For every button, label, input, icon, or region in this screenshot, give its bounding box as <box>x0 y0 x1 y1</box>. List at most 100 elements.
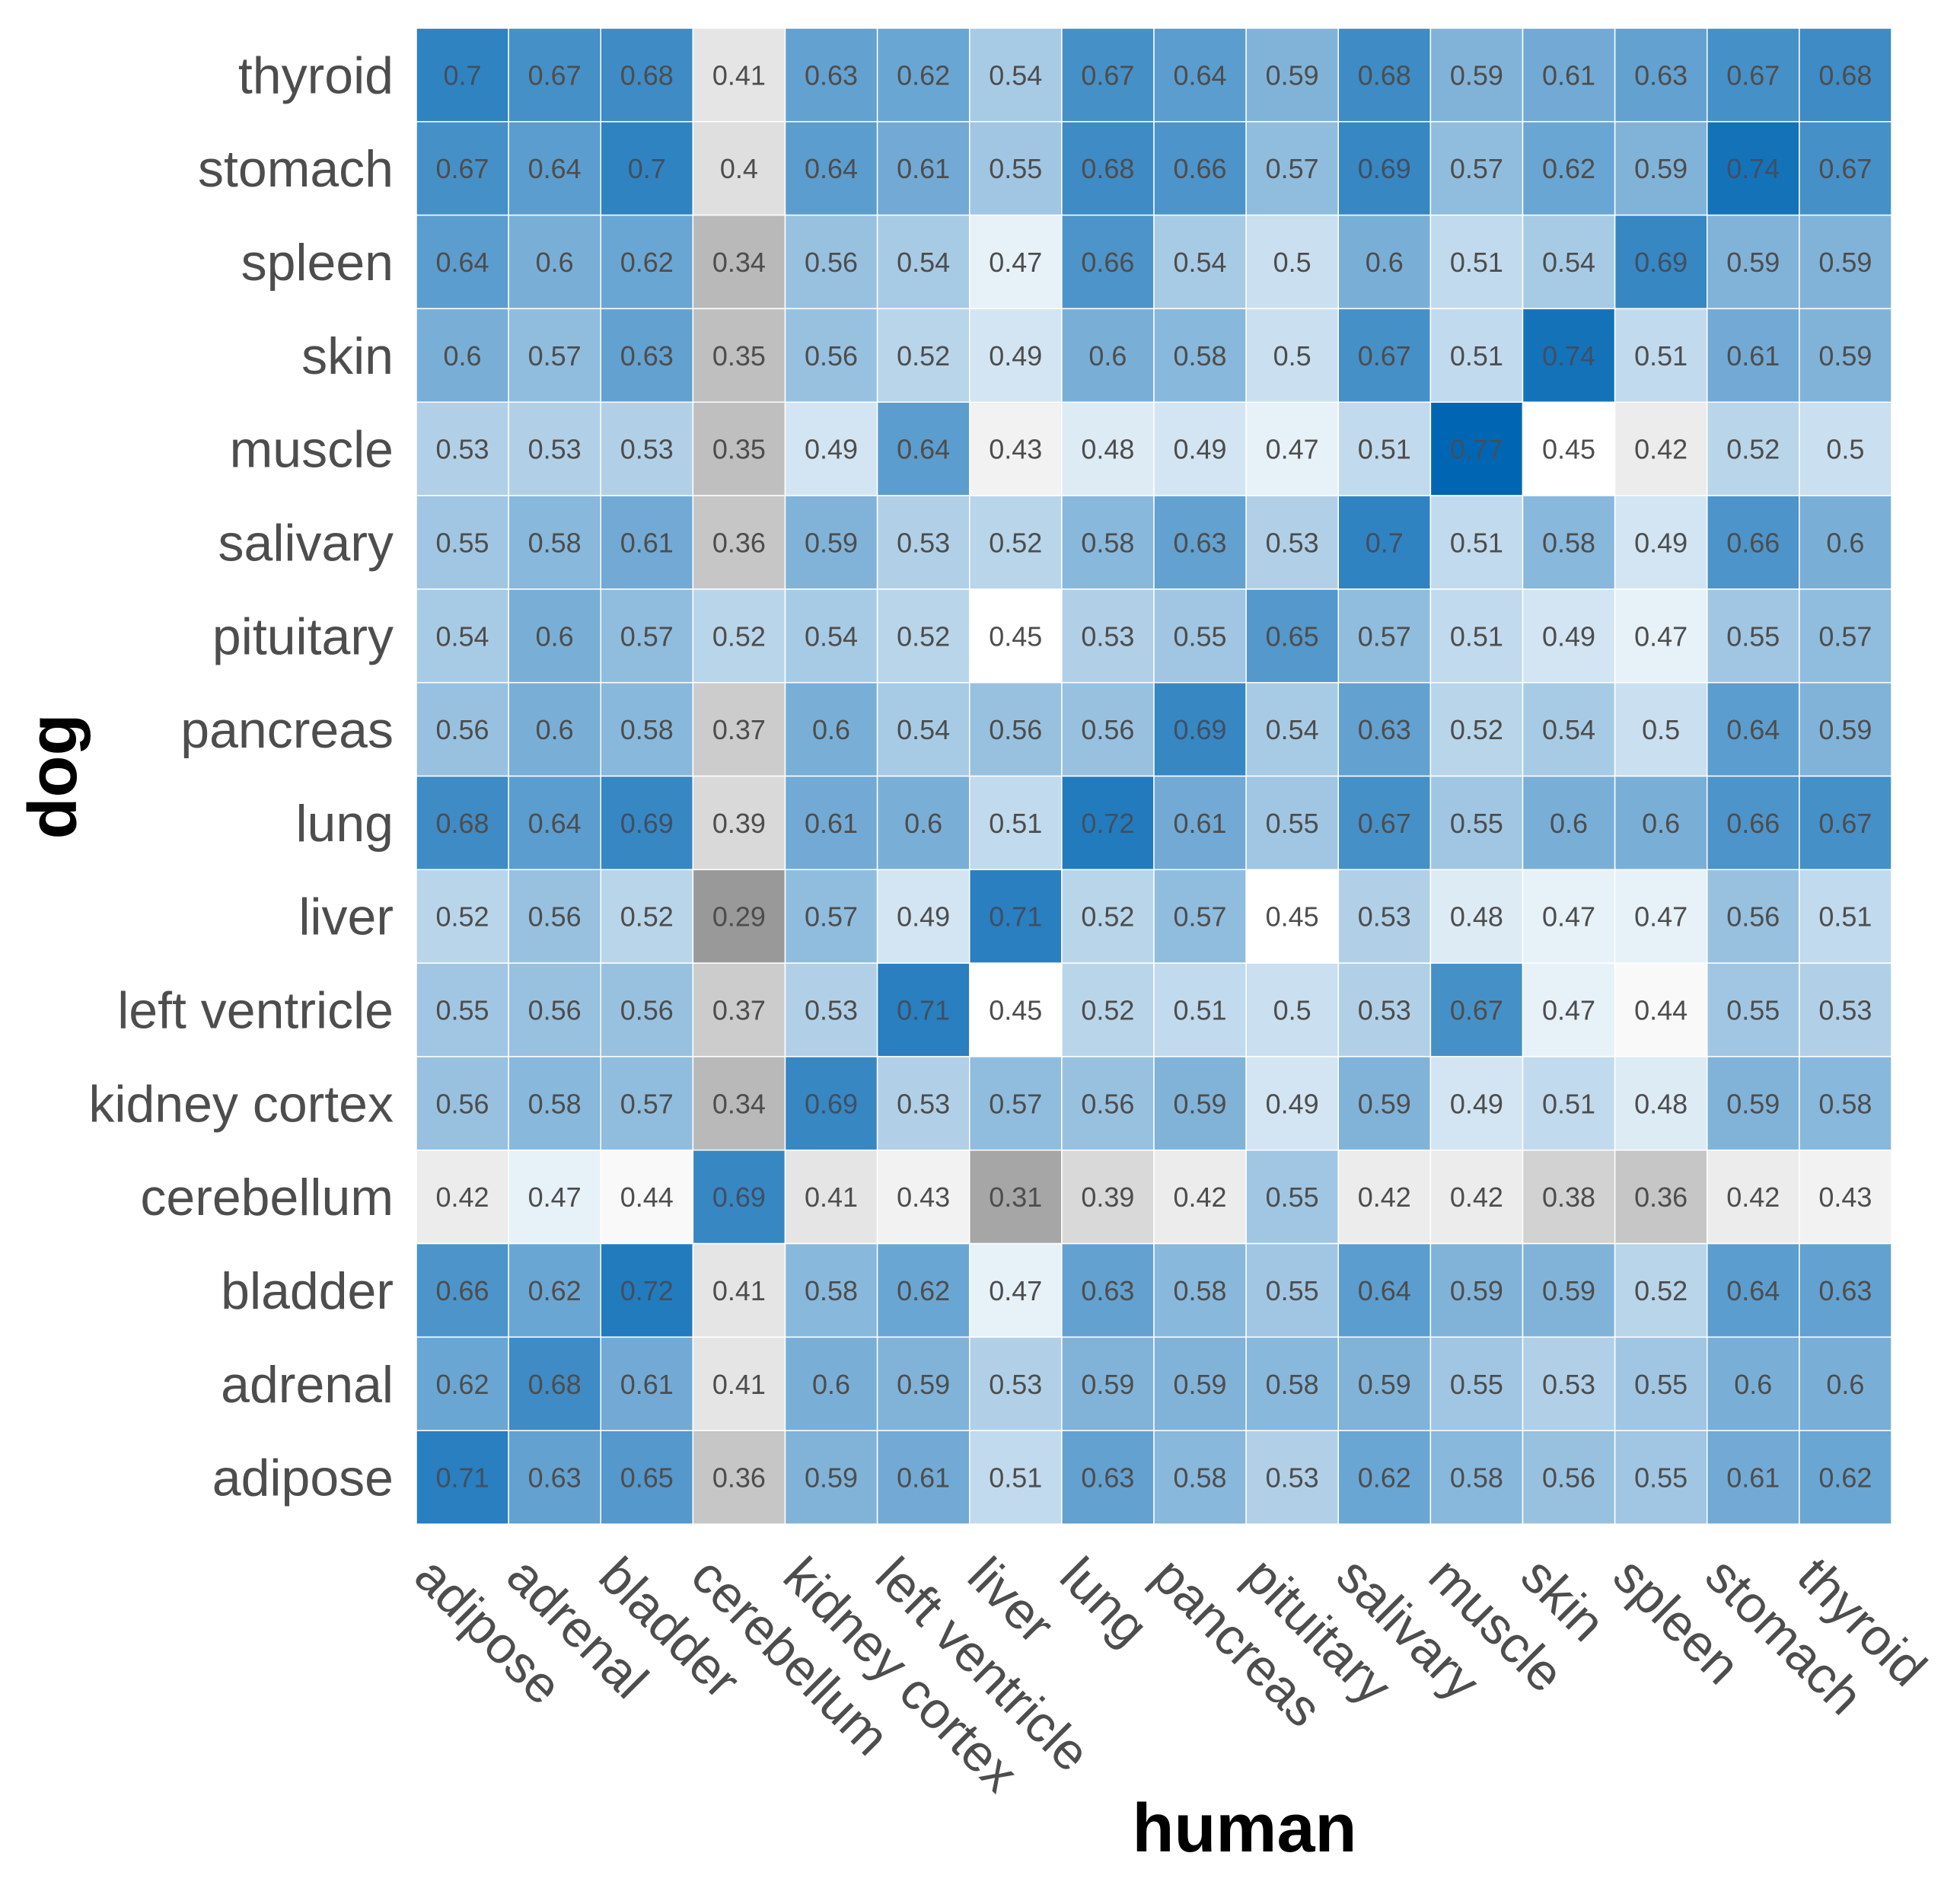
heatmap-cell-value: 0.48 <box>1634 1088 1688 1119</box>
heatmap-cell-salivary-kidney-cortex <box>784 495 878 590</box>
heatmap-cell-kidney-cortex-liver <box>969 1056 1063 1151</box>
heatmap-cell-pancreas-pancreas <box>1153 681 1247 777</box>
y-tick-label-bladder: bladder <box>221 1262 394 1320</box>
heatmap-cell-lung-pituitary <box>1245 775 1340 871</box>
heatmap-cell-stomach-pancreas <box>1153 121 1247 216</box>
heatmap-cell-value: 0.7 <box>444 59 482 91</box>
heatmap-cell-value: 0.67 <box>528 59 582 91</box>
heatmap-cell-salivary-liver <box>969 495 1063 590</box>
heatmap-cell-value: 0.61 <box>1174 808 1227 839</box>
heatmap-cell-adipose-pituitary <box>1245 1430 1340 1525</box>
heatmap-cell-value: 0.67 <box>1726 59 1780 91</box>
heatmap-cell-bladder-cerebellum <box>692 1242 786 1338</box>
heatmap-cell-value: 0.68 <box>1081 153 1134 184</box>
heatmap-cell-value: 0.57 <box>989 1088 1042 1119</box>
heatmap-cell-value: 0.57 <box>805 901 858 933</box>
heatmap-cell-adipose-cerebellum <box>692 1430 786 1525</box>
heatmap-cell-value: 0.51 <box>989 1462 1042 1494</box>
heatmap-cell-value: 0.61 <box>1542 59 1595 91</box>
heatmap-cell-value: 0.64 <box>1358 1275 1411 1306</box>
heatmap-cell-value: 0.59 <box>1450 59 1503 91</box>
heatmap-cell-bladder-muscle <box>1429 1242 1524 1338</box>
heatmap-cell-value: 0.58 <box>1266 1369 1319 1400</box>
heatmap-cell-skin-left-ventricle <box>876 308 970 403</box>
heatmap-cell-left-ventricle-bladder <box>600 962 694 1057</box>
heatmap-cell-bladder-stomach <box>1707 1242 1800 1338</box>
heatmap-cell-bladder-pituitary <box>1245 1242 1340 1338</box>
y-tick-label-adrenal: adrenal <box>221 1356 394 1414</box>
heatmap-cell-value: 0.51 <box>1818 901 1872 933</box>
y-tick-label-thyroid: thyroid <box>238 46 394 104</box>
heatmap-cell-value: 0.53 <box>1266 527 1319 558</box>
heatmap-cell-value: 0.41 <box>712 1369 766 1400</box>
heatmap-cell-value: 0.42 <box>1634 434 1688 465</box>
heatmap-cell-salivary-adipose <box>416 495 509 590</box>
y-tick-label-stomach: stomach <box>198 140 394 198</box>
heatmap-cell-value: 0.55 <box>1266 1275 1319 1306</box>
heatmap-cell-value: 0.61 <box>897 1462 950 1494</box>
heatmap-cell-value: 0.36 <box>1634 1182 1688 1213</box>
heatmap-cell-value: 0.55 <box>1266 808 1319 839</box>
heatmap-cell-value: 0.55 <box>1450 1369 1503 1400</box>
heatmap-cell-value: 0.58 <box>528 1088 582 1119</box>
heatmap-cell-value: 0.51 <box>1450 340 1503 372</box>
heatmap-cell-value: 0.47 <box>1634 620 1688 652</box>
heatmap-cell-value: 0.53 <box>1818 995 1872 1026</box>
heatmap-cell-lung-salivary <box>1337 775 1432 871</box>
heatmap-cell-value: 0.7 <box>628 153 666 184</box>
y-tick-label-muscle: muscle <box>230 421 394 479</box>
heatmap-cell-value: 0.51 <box>1450 247 1503 278</box>
heatmap-cell-stomach-liver <box>969 121 1063 216</box>
heatmap-cell-value: 0.47 <box>989 247 1042 278</box>
heatmap-cell-value: 0.62 <box>897 1275 950 1306</box>
heatmap-cell-adrenal-lung <box>1061 1336 1155 1431</box>
heatmap-cell-lung-cerebellum <box>692 775 786 871</box>
heatmap-cell-lung-adipose <box>416 775 509 871</box>
heatmap-cell-value: 0.57 <box>620 620 674 652</box>
heatmap-cell-cerebellum-adrenal <box>508 1150 602 1245</box>
heatmap-cell-value: 0.69 <box>805 1088 858 1119</box>
heatmap-cell-value: 0.61 <box>805 808 858 839</box>
heatmap-cell-value: 0.69 <box>1358 153 1411 184</box>
heatmap-cell-value: 0.41 <box>712 59 766 91</box>
heatmap-cell-value: 0.44 <box>620 1182 674 1213</box>
heatmap-cell-value: 0.54 <box>1266 714 1319 745</box>
heatmap-cell-value: 0.5 <box>1642 714 1680 745</box>
heatmap-cell-liver-salivary <box>1337 869 1432 964</box>
heatmap-cell-stomach-adrenal <box>508 121 602 216</box>
heatmap-cell-value: 0.47 <box>989 1275 1042 1306</box>
heatmap-cell-value: 0.52 <box>436 901 489 933</box>
heatmap-cell-value: 0.6 <box>812 1369 850 1400</box>
heatmap-cell-muscle-pituitary <box>1245 401 1340 496</box>
y-tick-label-adipose: adipose <box>212 1449 394 1507</box>
heatmap-cell-value: 0.54 <box>1174 247 1227 278</box>
heatmap-cell-muscle-kidney-cortex <box>784 401 878 496</box>
heatmap-cell-value: 0.54 <box>897 714 950 745</box>
y-tick-label-skin: skin <box>301 327 394 385</box>
heatmap-cell-value: 0.47 <box>528 1182 582 1213</box>
heatmap-cell-liver-cerebellum <box>692 869 786 964</box>
heatmap-cell-salivary-cerebellum <box>692 495 786 590</box>
heatmap-cell-value: 0.53 <box>805 995 858 1026</box>
heatmap-cell-adrenal-kidney-cortex <box>784 1336 878 1431</box>
heatmap-cell-spleen-skin <box>1522 214 1616 310</box>
heatmap-cell-value: 0.58 <box>1542 527 1595 558</box>
heatmap-cell-pancreas-thyroid <box>1799 681 1892 777</box>
heatmap-cell-value: 0.41 <box>712 1275 766 1306</box>
heatmap-cell-left-ventricle-thyroid <box>1799 962 1892 1057</box>
heatmap-cell-adipose-left-ventricle <box>876 1430 970 1525</box>
heatmap-cell-value: 0.63 <box>1081 1462 1134 1494</box>
heatmap-cell-value: 0.72 <box>620 1275 674 1306</box>
heatmap-cell-value: 0.6 <box>1826 527 1864 558</box>
heatmap-cell-value: 0.49 <box>897 901 950 933</box>
heatmap-cell-pituitary-bladder <box>600 588 694 684</box>
heatmap-cell-thyroid-skin <box>1522 27 1616 123</box>
heatmap-cell-adrenal-pituitary <box>1245 1336 1340 1431</box>
heatmap-cell-value: 0.68 <box>1818 59 1872 91</box>
heatmap-cell-value: 0.52 <box>1726 434 1780 465</box>
heatmap-cell-bladder-spleen <box>1614 1242 1708 1338</box>
y-tick-label-left-ventricle: left ventricle <box>117 982 394 1040</box>
heatmap-cell-thyroid-left-ventricle <box>876 27 970 123</box>
y-axis-title: dog <box>15 714 91 840</box>
heatmap-cell-value: 0.56 <box>620 995 674 1026</box>
